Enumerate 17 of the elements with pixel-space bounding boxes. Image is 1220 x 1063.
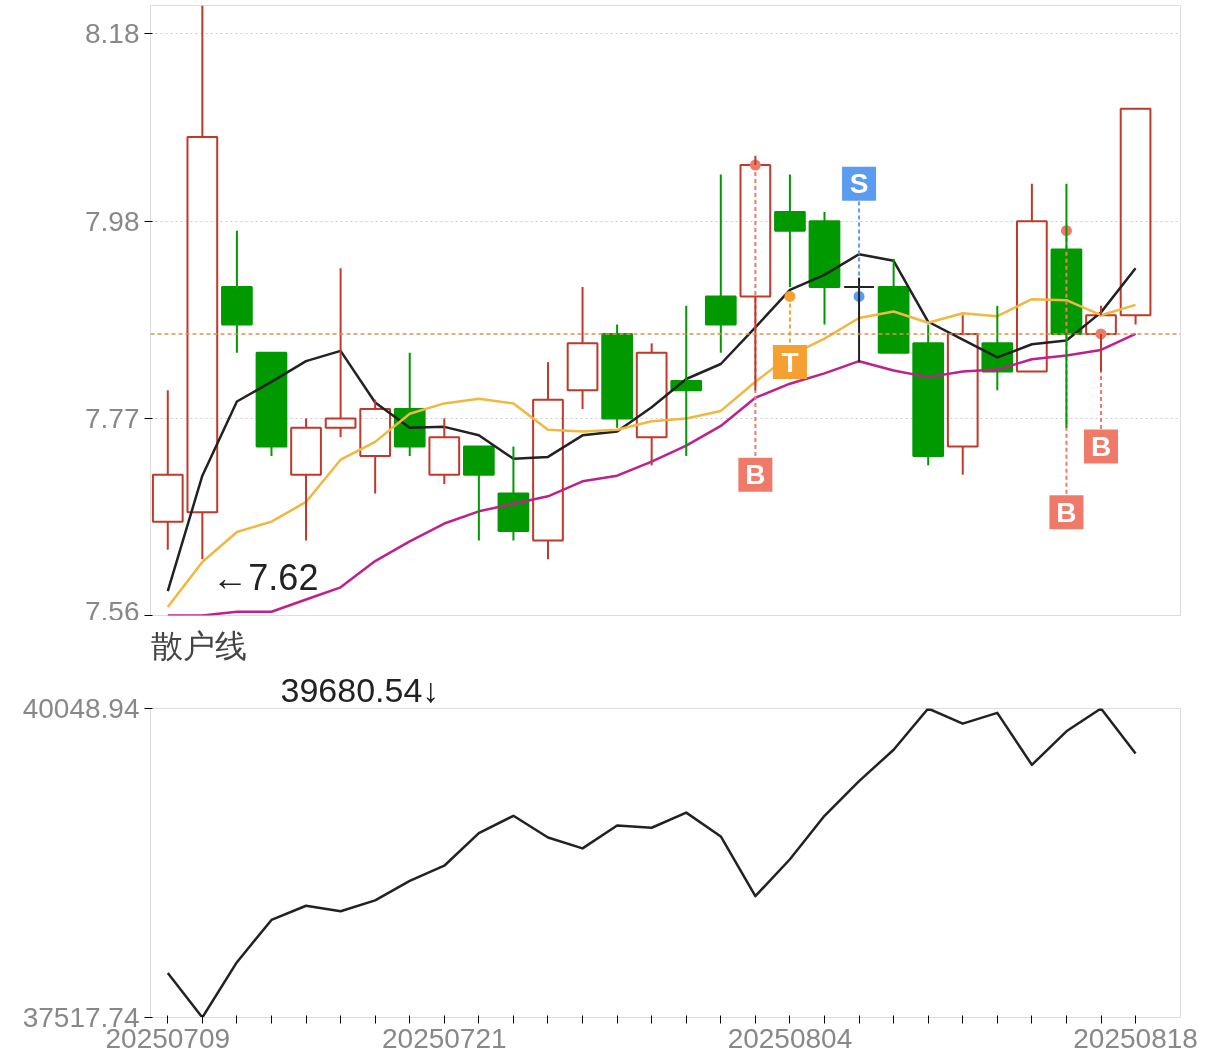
annotation: ←7.62 — [212, 556, 319, 598]
chart-title: 散户线 — [150, 627, 247, 664]
data-label: B — [1090, 431, 1112, 463]
x-tick-label: 20250804 — [727, 1022, 853, 1054]
data-label: S — [849, 168, 869, 200]
y-tick-label: 40048.94 — [22, 693, 140, 724]
annotation: 39680.54↓ — [280, 670, 440, 709]
y-tick-label: 7.56 — [85, 595, 140, 627]
data-label: T — [781, 346, 799, 378]
x-tick-label: 20250721 — [382, 1022, 507, 1054]
y-tick-label: 7.77 — [85, 402, 140, 434]
data-label: B — [745, 459, 766, 491]
x-tick-label: 20250818 — [1073, 1022, 1198, 1054]
data-label: B — [1056, 496, 1077, 528]
y-tick-label: 7.98 — [85, 205, 140, 237]
y-tick-label: 8.18 — [85, 18, 140, 50]
line-series — [166, 708, 1137, 1018]
